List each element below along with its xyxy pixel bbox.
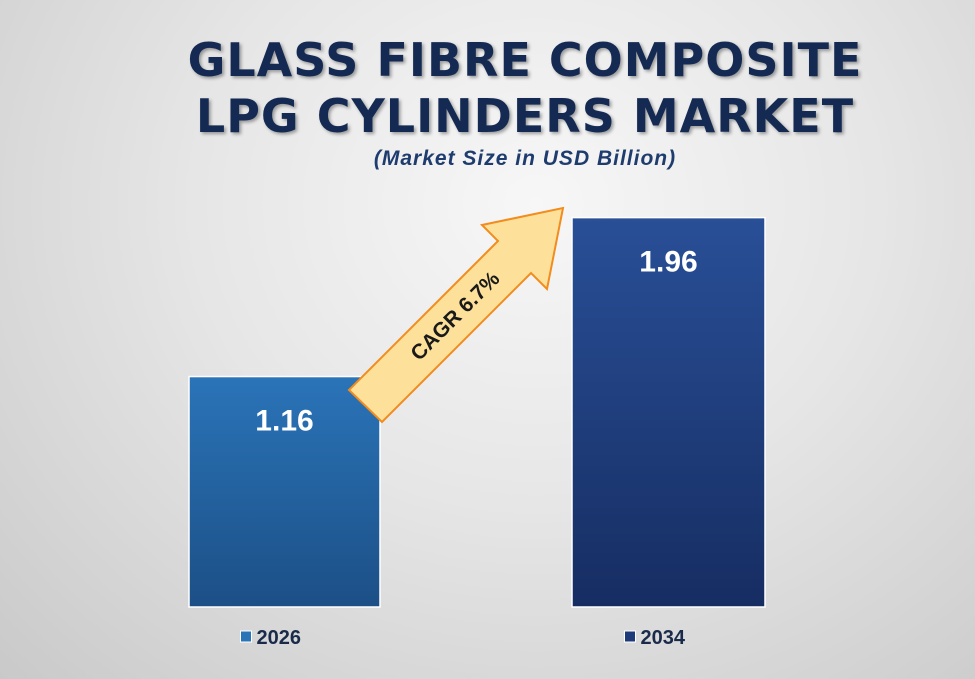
chart-subtitle: (Market Size in USD Billion) [373, 147, 677, 170]
cagr-label: CAGR 6.7% [406, 267, 504, 365]
legend-label-2026: 2026 [257, 627, 302, 649]
legend-swatch-2034 [624, 630, 636, 643]
cagr-arrow-shape [347, 206, 565, 424]
legend-label-2034: 2034 [641, 627, 686, 649]
bar-2026 [188, 375, 381, 608]
chart-title-line-1: GLASS FIBRE COMPOSITE [187, 33, 863, 87]
bar-2034 [571, 216, 766, 608]
bar-value-label-2026: 1.16 [255, 405, 313, 438]
chart-title-line-2: LPG CYLINDERS MARKET [195, 89, 855, 143]
bar-value-label-2034: 1.96 [639, 246, 697, 279]
cagr-arrow: CAGR 6.7% [347, 206, 565, 424]
legend-swatch-2026 [240, 630, 252, 643]
